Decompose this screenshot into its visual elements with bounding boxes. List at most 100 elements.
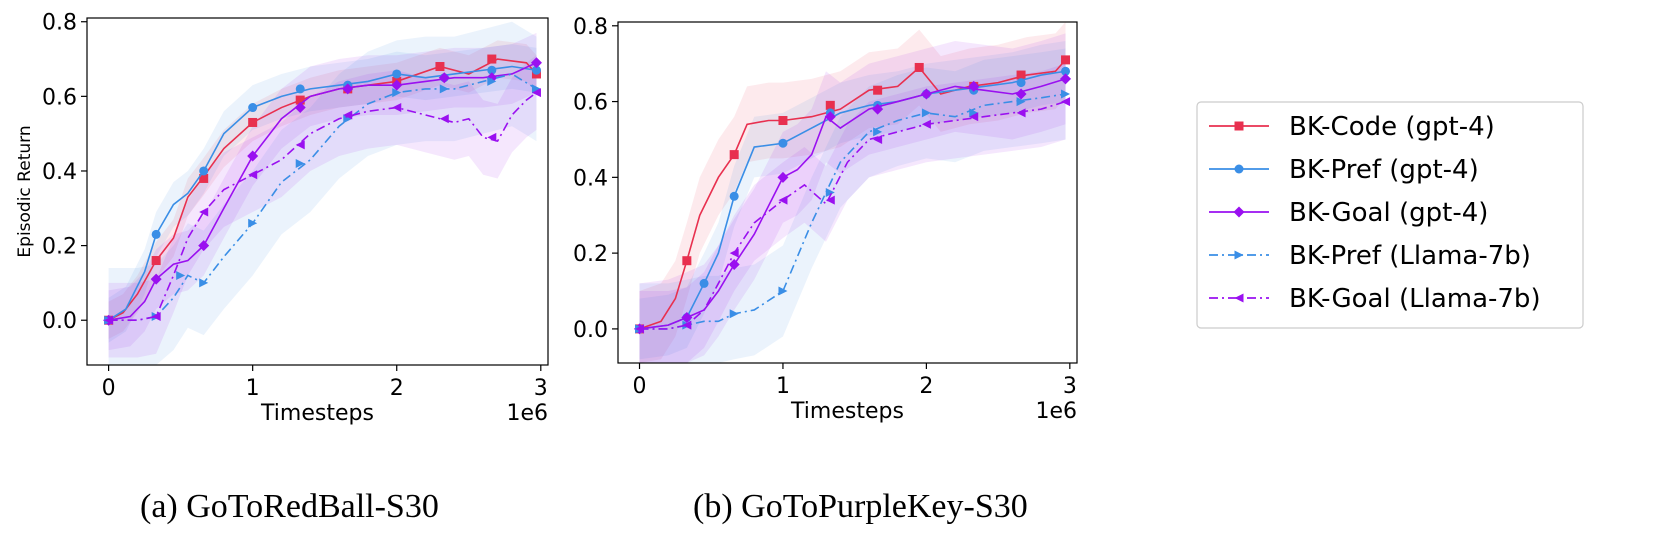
series-marker [969,112,979,122]
series-marker [392,69,402,79]
series-marker [176,270,186,280]
series-marker [391,79,403,91]
legend-box [1196,101,1584,329]
legend-entry: BK-Pref (gpt-4) [1209,155,1479,185]
caption-a: (a) GoToRedBall-S30 [140,488,439,525]
series-marker [439,114,449,124]
series-marker [439,84,449,94]
x-tick-label: 3 [534,376,548,401]
series-band [108,32,537,351]
legend-entry: BK-Goal (Llama-7b) [1209,284,1541,314]
y-tick-label: 0.2 [573,242,608,267]
series-marker [1016,108,1026,118]
series-marker [342,83,354,95]
series-marker [1016,70,1026,80]
series-marker [777,171,789,183]
axes-frame [617,21,1078,364]
series-marker [487,65,497,75]
series-marker [104,315,114,325]
series-marker [921,108,931,118]
series-marker [682,256,692,266]
x-tick-label: 1 [776,374,790,399]
series-marker [248,103,258,113]
legend: BK-Code (gpt-4) BK-Pref (gpt-4) BK-Goal (g… [1196,101,1584,329]
series-band [108,21,537,365]
series-marker [248,170,258,180]
series-marker [530,57,542,69]
series-marker [729,150,739,160]
x-axis-label: Timesteps [790,399,904,424]
legend-marker [1234,164,1244,174]
series-marker [1015,88,1027,100]
y-tick-label: 0.6 [42,85,77,110]
series-marker [969,108,979,118]
series-marker [294,102,306,114]
series-marker [968,80,980,92]
series-marker [487,76,497,86]
x-tick-label: 0 [102,376,116,401]
series-line [639,70,1066,330]
series-marker [151,229,161,239]
series-marker [343,110,353,120]
series-marker [435,62,445,72]
series-line [639,78,1066,330]
series-band [108,55,537,358]
series-marker [531,65,541,75]
plot-area [634,22,1072,363]
series-marker [295,159,305,169]
x-tick-label: 3 [1063,374,1077,399]
y-tick-label: 0.4 [42,160,77,185]
series-line [639,100,1066,330]
series-marker [699,278,709,288]
series-marker [873,127,883,137]
series-marker [151,311,161,321]
series-marker [487,54,497,64]
series-marker [729,309,739,319]
legend-label: BK-Goal (Llama-7b) [1289,284,1541,314]
series-marker [825,100,835,110]
series-marker [914,62,924,72]
series-marker [1016,78,1026,88]
x-tick-label: 2 [390,376,404,401]
legend-entry: BK-Code (gpt-4) [1209,112,1495,142]
series-marker [1016,97,1026,107]
series-marker [920,88,932,100]
series-band [639,48,1066,363]
x-tick-label: 2 [919,374,933,399]
series-marker [392,88,402,98]
series-marker [199,166,209,176]
series-band [639,63,1066,363]
series-marker [729,248,739,258]
series-marker [198,240,210,252]
series-marker [682,320,692,330]
axes-frame [86,17,549,366]
series-marker [247,150,259,162]
series-marker [825,195,835,205]
x-axis-label: Timesteps [260,401,374,426]
y-tick-label: 0.2 [42,235,77,260]
series-marker [295,95,305,105]
y-tick-label: 0.0 [573,318,608,343]
series-marker [392,103,402,113]
series-marker [438,72,450,84]
chart-panel-a: 0 1 2 3 0.0 0.2 0.4 0.6 0.8 Timesteps 1e6 Episodic … [15,11,549,426]
x-offset-label: 1e6 [1035,399,1077,424]
series-marker [199,207,209,217]
y-tick-label: 0.8 [42,11,77,36]
series-marker [1061,66,1071,76]
series-marker [295,84,305,94]
series-marker [729,191,739,201]
series-line [639,93,1066,330]
chart-panel-b: 0 1 2 3 0.0 0.2 0.4 0.6 0.8 Timesteps 1e6 [573,15,1078,424]
series-marker [635,324,645,334]
x-tick-label: 0 [633,374,647,399]
legend-entry: BK-Goal (gpt-4) [1209,198,1488,228]
series-marker [872,103,884,115]
series-band [639,33,1066,363]
series-marker [531,88,541,98]
series-marker [778,195,788,205]
y-tick-label: 0.8 [573,15,608,40]
y-tick-label: 0.6 [573,91,608,116]
series-marker [150,273,162,285]
